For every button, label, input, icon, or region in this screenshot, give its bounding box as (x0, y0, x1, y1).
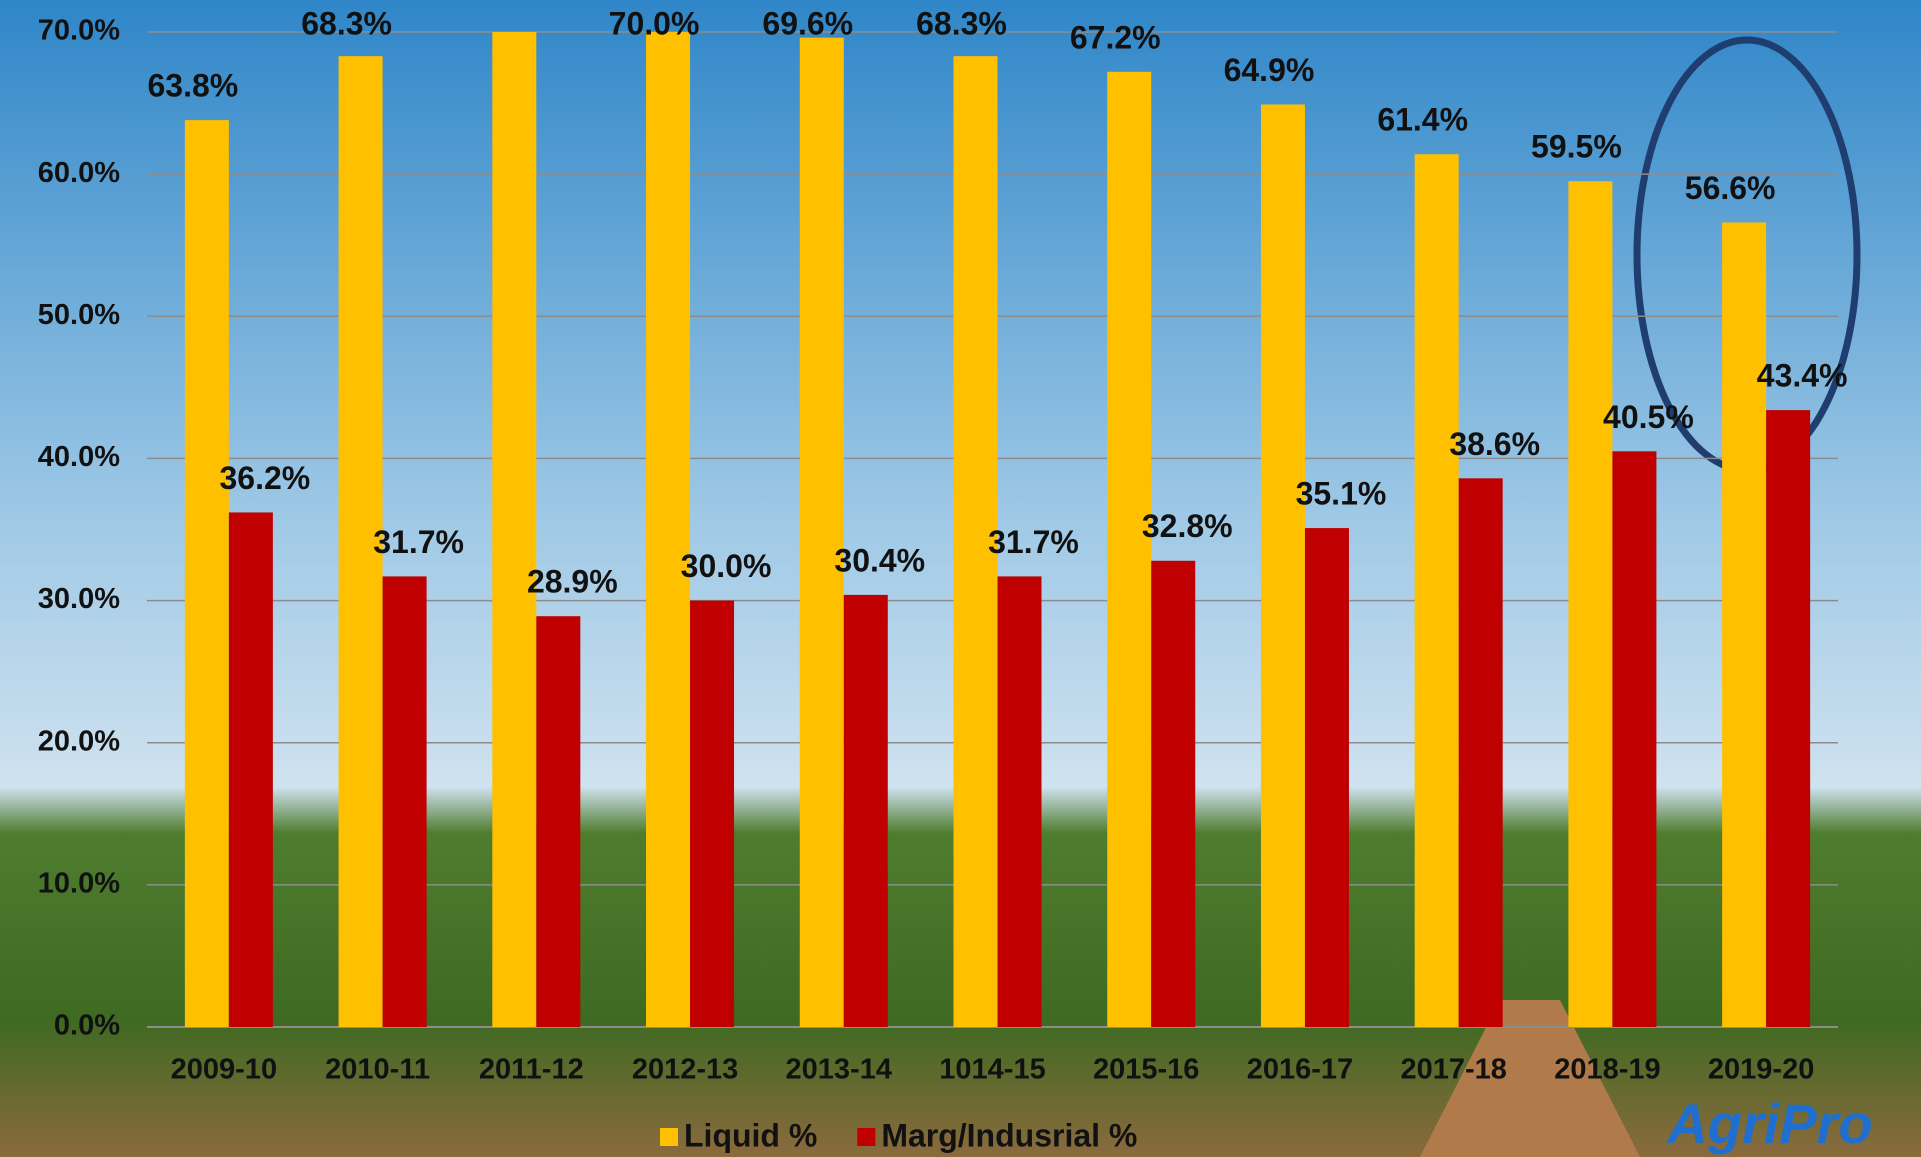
data-label: 59.5% (1531, 129, 1622, 165)
bar (953, 56, 998, 1027)
bar (338, 56, 383, 1027)
legend-swatch (660, 1128, 678, 1146)
bar (492, 32, 537, 1027)
data-label: 68.3% (301, 5, 392, 41)
data-label: 38.6% (1449, 426, 1540, 462)
x-tick-label: 2018-19 (1554, 1054, 1660, 1086)
y-tick-label: 0.0% (54, 1010, 120, 1042)
bar (382, 576, 427, 1027)
data-label: 70.0% (609, 5, 700, 41)
y-tick-label: 40.0% (38, 441, 120, 473)
x-tick-label: 2015-16 (1093, 1054, 1199, 1086)
x-tick-label: 1014-15 (939, 1054, 1045, 1086)
data-label: 36.2% (219, 460, 310, 496)
x-tick-label: 2017-18 (1400, 1054, 1506, 1086)
bar (646, 32, 691, 1027)
y-tick-label: 10.0% (38, 868, 120, 900)
y-tick-label: 20.0% (38, 725, 120, 757)
x-tick-label: 2016-17 (1247, 1054, 1353, 1086)
bar (1414, 154, 1459, 1027)
data-label: 30.4% (834, 542, 925, 578)
logo: AgriPro (1665, 1092, 1872, 1155)
data-label: 67.2% (1070, 19, 1161, 55)
data-label: 61.4% (1377, 102, 1468, 138)
legend-label: Liquid % (684, 1117, 817, 1153)
y-tick-label: 50.0% (38, 299, 120, 331)
bar (799, 37, 844, 1027)
data-label: 69.6% (762, 5, 853, 41)
bar (228, 512, 273, 1027)
data-label: 30.0% (681, 548, 772, 584)
legend-swatch (857, 1128, 876, 1146)
bar (997, 576, 1042, 1027)
y-tick-label: 30.0% (38, 583, 120, 615)
data-label: 31.7% (988, 524, 1079, 560)
bar (1107, 71, 1152, 1028)
bar (1722, 222, 1767, 1027)
bar (1612, 451, 1657, 1028)
data-label: 56.6% (1685, 170, 1776, 206)
data-label: 43.4% (1757, 358, 1848, 394)
bar (184, 120, 229, 1028)
x-tick-label: 2012-13 (632, 1054, 738, 1086)
x-tick-label: 2013-14 (786, 1054, 892, 1086)
dirt-road (1420, 1000, 1640, 1157)
bar (1458, 478, 1503, 1027)
data-label: 35.1% (1296, 476, 1387, 512)
data-label: 32.8% (1142, 508, 1233, 544)
data-label: 40.5% (1603, 399, 1694, 435)
bar (536, 616, 581, 1027)
x-tick-label: 2011-12 (479, 1054, 584, 1086)
x-tick-label: 2019-20 (1708, 1054, 1814, 1086)
bar (843, 594, 888, 1027)
data-label: 63.8% (147, 68, 238, 104)
y-tick-label: 70.0% (38, 15, 120, 47)
legend-label: Marg/Indusrial % (881, 1117, 1137, 1153)
data-label: 68.3% (916, 5, 1007, 41)
bar (1766, 410, 1811, 1028)
x-tick-label: 2010-11 (325, 1054, 430, 1086)
x-tick-label: 2009-10 (171, 1054, 277, 1086)
bar (1151, 560, 1196, 1027)
y-tick-label: 60.0% (38, 157, 120, 189)
bar (1568, 181, 1613, 1027)
bar (1260, 104, 1305, 1027)
bar (1304, 528, 1349, 1027)
bar (690, 600, 735, 1027)
data-label: 64.9% (1224, 52, 1315, 88)
data-label: 28.9% (527, 564, 618, 600)
data-label: 31.7% (373, 524, 464, 560)
